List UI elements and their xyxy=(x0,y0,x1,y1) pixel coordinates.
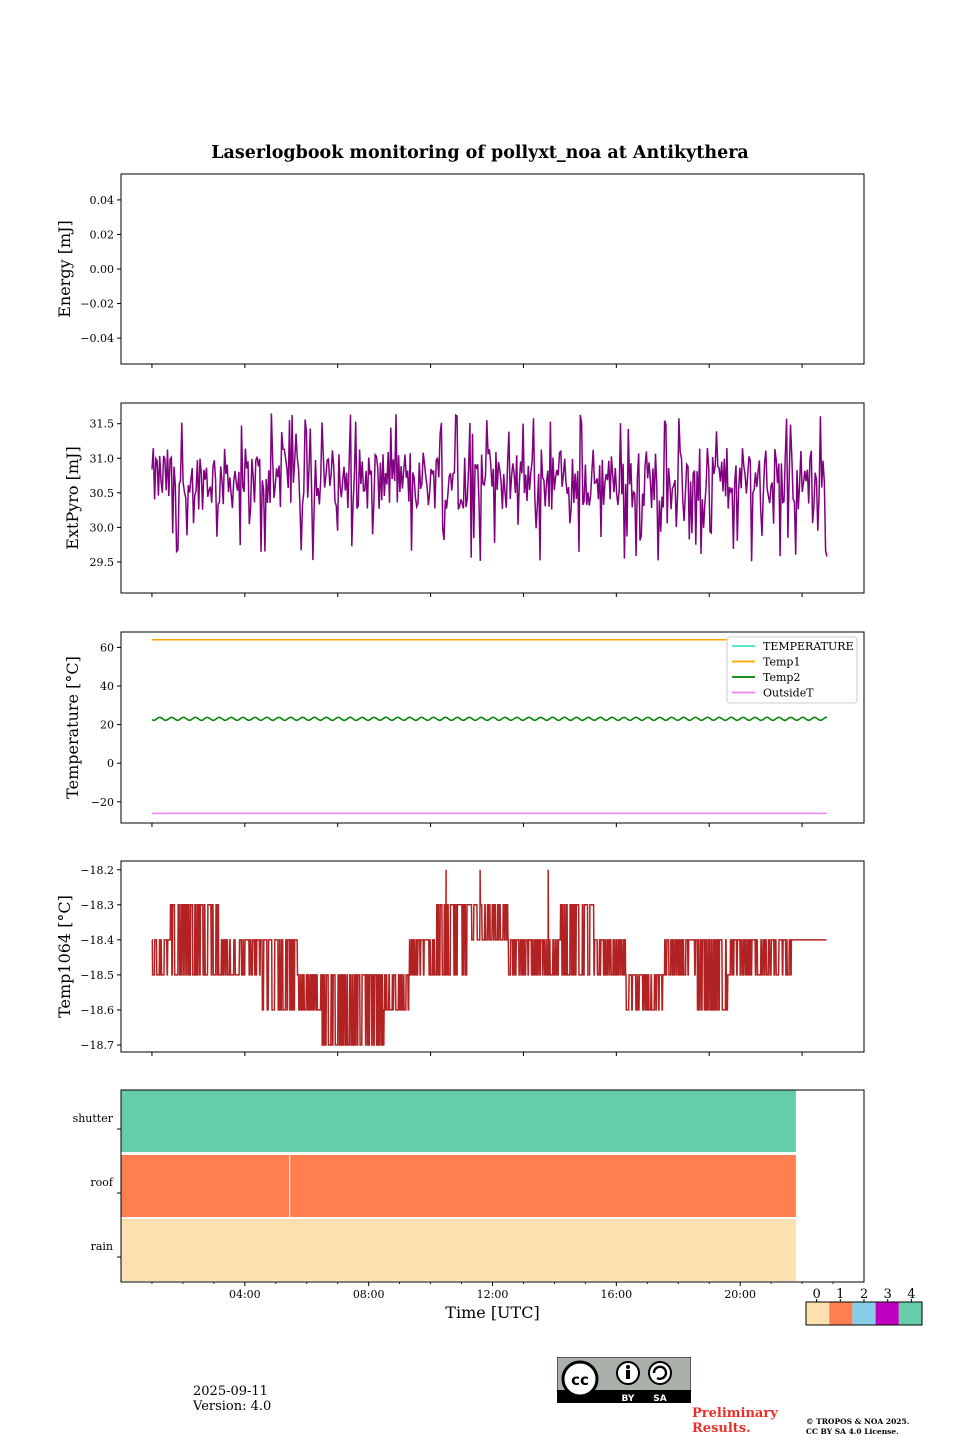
y-tick-label: 20 xyxy=(100,719,114,732)
cc-sa-label: SA xyxy=(653,1394,666,1403)
cc-by-sa-icon: cc BY SA xyxy=(557,1357,691,1403)
cc-by-label: BY xyxy=(622,1394,635,1403)
y-tick-label: 29.5 xyxy=(90,556,115,569)
y-tick-label: −18.6 xyxy=(80,1004,114,1017)
panel-frame xyxy=(120,631,865,824)
y-tick-label: −0.02 xyxy=(80,298,114,311)
panel-frame xyxy=(120,860,865,1053)
panel-frame xyxy=(120,173,865,365)
panel-4: −18.7 −18.6 −18.5 −18.4 −18.3 −18.2 Temp1064 [… xyxy=(55,860,865,1056)
x-tick-label: 04:00 xyxy=(229,1288,261,1301)
panel-frame xyxy=(120,402,865,594)
state-bar-rain xyxy=(121,1219,796,1281)
panel-2: 29.5 30.0 30.5 31.0 31.5 ExtPyro [mJ] xyxy=(63,402,865,597)
legend-label: Temp2 xyxy=(763,671,800,684)
state-bar-roof xyxy=(121,1155,796,1217)
y-axis-label: Energy [mJ] xyxy=(55,220,74,318)
x-axis-label: Time [UTC] xyxy=(445,1303,539,1322)
y-tick-label: −18.2 xyxy=(80,864,114,877)
row-label: shutter xyxy=(73,1112,114,1125)
copyright-note: © TROPOS & NOA 2025. CC BY SA 4.0 Licens… xyxy=(806,1417,909,1437)
y-tick-label: 60 xyxy=(100,641,114,654)
row-label: roof xyxy=(90,1176,114,1189)
colorbar-label: 2 xyxy=(860,1287,868,1302)
y-tick-label: 31.5 xyxy=(90,418,115,431)
x-tick-label: 12:00 xyxy=(477,1288,509,1301)
preliminary-results-note: Preliminary Results. xyxy=(692,1406,778,1436)
footer-date: 2025-09-11 xyxy=(193,1384,268,1399)
legend-label: TEMPERATURE xyxy=(763,640,854,653)
y-tick-label: 0 xyxy=(107,757,114,770)
colorbar-swatch xyxy=(898,1302,922,1325)
panel-1: −0.04 −0.02 0.00 0.02 0.04 Energy [mJ] xyxy=(55,173,865,368)
state-bar-shutter xyxy=(121,1090,796,1152)
chart-panels: −0.04 −0.02 0.00 0.02 0.04 Energy [mJ] 29.5 30.… xyxy=(55,173,923,1326)
y-tick-label: 31.0 xyxy=(90,452,115,465)
y-tick-label: 0.00 xyxy=(90,263,115,276)
colorbar-swatch xyxy=(806,1302,830,1325)
y-tick-label: −0.04 xyxy=(80,332,114,345)
legend-box xyxy=(726,636,858,704)
figure-title: Laserlogbook monitoring of pollyxt_noa a… xyxy=(211,143,749,163)
y-tick-label: 40 xyxy=(100,680,114,693)
y-tick-label: −18.4 xyxy=(80,934,114,947)
panel-frame xyxy=(120,1089,865,1283)
colorbar-swatch xyxy=(875,1302,899,1325)
svg-text:cc: cc xyxy=(571,1371,589,1389)
y-tick-label: 30.5 xyxy=(90,487,115,500)
y-tick-label: −18.5 xyxy=(80,969,114,982)
colorbar-swatch xyxy=(852,1302,876,1325)
colorbar-swatch xyxy=(829,1302,853,1325)
legend-label: Temp1 xyxy=(763,656,800,669)
y-tick-label: −18.7 xyxy=(80,1039,114,1052)
panel-5: shutter roof rain 04:00 08:00 12:00 16:00 20:00… xyxy=(73,1089,923,1326)
legend-label: OutsideT xyxy=(763,687,814,700)
x-tick-label: 20:00 xyxy=(724,1288,756,1301)
y-axis-label: Temp1064 [°C] xyxy=(55,895,74,1018)
preliminary-line-2: Results. xyxy=(692,1421,751,1436)
copyright-line-2: CC BY SA 4.0 License. xyxy=(806,1427,899,1436)
y-tick-label: −18.3 xyxy=(80,899,114,912)
y-axis-label: ExtPyro [mJ] xyxy=(63,446,82,549)
y-tick-label: −20 xyxy=(91,796,114,809)
preliminary-line-1: Preliminary xyxy=(692,1406,778,1421)
y-tick-label: 30.0 xyxy=(90,521,115,534)
series-line-temp2 xyxy=(151,716,828,722)
row-label: rain xyxy=(91,1240,113,1253)
x-tick-label: 08:00 xyxy=(353,1288,385,1301)
colorbar-label: 0 xyxy=(812,1287,820,1302)
colorbar-label: 1 xyxy=(836,1287,844,1302)
y-tick-label: 0.02 xyxy=(90,228,115,241)
colorbar-label: 4 xyxy=(907,1287,915,1302)
x-tick-label: 16:00 xyxy=(600,1288,632,1301)
colorbar-label: 3 xyxy=(884,1287,892,1302)
footer-date-version: 2025-09-11 Version: 4.0 xyxy=(193,1384,271,1414)
y-axis-label: Temperature [°C] xyxy=(63,656,82,799)
footer-version: Version: 4.0 xyxy=(193,1399,272,1414)
copyright-line-1: © TROPOS & NOA 2025. xyxy=(806,1417,910,1426)
series-line-extpyro xyxy=(151,413,828,562)
panel-3: −20 0 20 40 60 Temperature [°C] TEMPERATURE Tem… xyxy=(63,631,865,827)
y-tick-label: 0.04 xyxy=(90,194,115,207)
series-line-temp1064 xyxy=(151,869,827,1046)
